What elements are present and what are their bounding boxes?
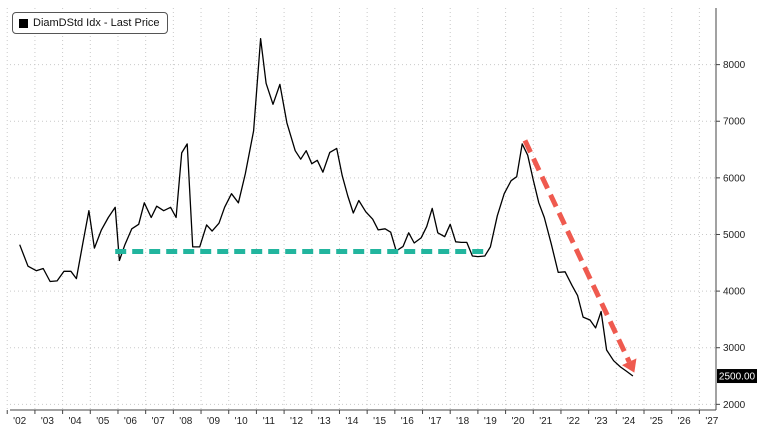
x-tick-label: '14 (345, 416, 358, 427)
trend-dashed-arrow (522, 139, 632, 363)
x-tick-label: '06 (124, 416, 137, 427)
chart-grid (6, 8, 716, 410)
y-tick-label: 7000 (723, 117, 746, 128)
y-tick-label: 6000 (723, 173, 746, 184)
y-tick-label: 3000 (723, 343, 746, 354)
x-tick-label: '13 (318, 416, 331, 427)
x-tick-label: '07 (152, 416, 165, 427)
x-tick-label: '24 (622, 416, 635, 427)
legend-label: DiamDStd Idx - Last Price (33, 17, 160, 29)
last-price-label: 2500.00 (719, 372, 756, 383)
chart-annotations (115, 139, 637, 373)
legend-swatch (19, 18, 28, 28)
x-tick-label: '16 (401, 416, 414, 427)
y-tick-label: 2000 (723, 400, 746, 411)
x-tick-label: '21 (539, 416, 552, 427)
x-tick-label: '05 (96, 416, 109, 427)
x-tick-label: '10 (235, 416, 248, 427)
y-tick-label: 4000 (723, 287, 746, 298)
last-price-marker: 2500.00 (717, 369, 757, 384)
x-tick-label: '17 (428, 416, 441, 427)
x-tick-label: '27 (705, 416, 718, 427)
last-price-box (717, 369, 757, 384)
x-axis-tick-labels: '02 '03 '04 '05 '06 '07 '08 '09 '10 '11 '12 '13 '14 '… (13, 416, 719, 427)
trend-arrowhead (621, 358, 637, 373)
x-tick-label: '12 (290, 416, 303, 427)
price-series (19, 37, 634, 377)
x-tick-label: '09 (207, 416, 220, 427)
x-tick-label: '15 (373, 416, 386, 427)
x-tick-label: '23 (595, 416, 608, 427)
x-tick-label: '02 (13, 416, 26, 427)
x-tick-label: '08 (179, 416, 192, 427)
x-tick-label: '18 (456, 416, 469, 427)
x-tick-label: '11 (263, 416, 276, 427)
y-tick-label: 5000 (723, 230, 746, 241)
x-tick-label: '26 (678, 416, 691, 427)
y-tick-label: 8000 (723, 60, 746, 71)
chart-axes (6, 8, 720, 414)
x-tick-label: '19 (484, 416, 497, 427)
x-tick-label: '20 (512, 416, 525, 427)
y-axis-tick-labels: 2000 3000 4000 5000 6000 7000 8000 (723, 60, 746, 411)
x-tick-label: '04 (69, 416, 82, 427)
chart-legend: DiamDStd Idx - Last Price (12, 12, 168, 34)
x-tick-label: '25 (650, 416, 663, 427)
x-tick-label: '22 (567, 416, 580, 427)
x-tick-label: '03 (41, 416, 54, 427)
price-line (19, 37, 634, 377)
